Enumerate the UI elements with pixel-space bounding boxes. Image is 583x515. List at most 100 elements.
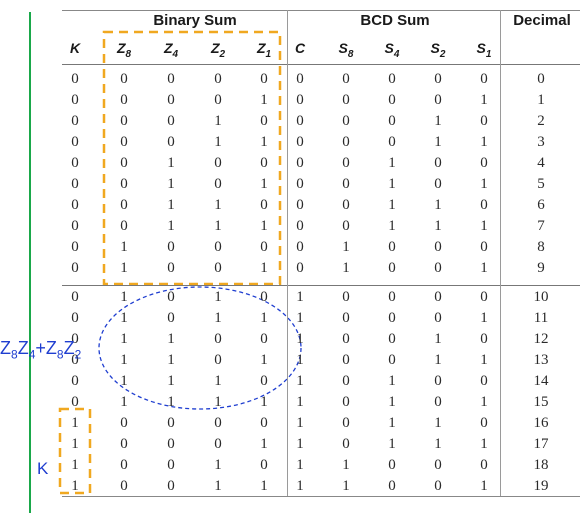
cell-z4: 1 [167, 330, 175, 347]
cell-z1: 1 [260, 477, 268, 494]
cell-z2: 0 [214, 155, 222, 172]
cell-z2: 1 [214, 288, 222, 305]
cell-s4: 0 [388, 309, 396, 326]
cell-z8: 0 [120, 134, 128, 151]
cell-z4: 0 [167, 113, 175, 130]
cell-s8: 0 [342, 113, 350, 130]
cell-decimal: 4 [537, 155, 545, 172]
cell-z4: 0 [167, 288, 175, 305]
cell-c: 1 [296, 330, 304, 347]
cell-s2: 1 [434, 330, 442, 347]
column-header-s2: S2 [430, 40, 446, 60]
column-header-z2: Z2 [210, 40, 226, 60]
cell-s2: 1 [434, 435, 442, 452]
cell-k: 0 [71, 393, 79, 410]
cell-k: 0 [71, 155, 79, 172]
cell-z8: 1 [120, 330, 128, 347]
cell-k: 1 [71, 435, 79, 452]
binary-bcd-divider [287, 10, 288, 496]
cell-z4: 1 [167, 197, 175, 214]
cell-k: 1 [71, 456, 79, 473]
cell-z1: 0 [260, 239, 268, 256]
cell-s8: 0 [342, 372, 350, 389]
cell-s4: 1 [388, 155, 396, 172]
cell-s2: 0 [434, 372, 442, 389]
cell-s4: 0 [388, 330, 396, 347]
cell-s8: 0 [342, 218, 350, 235]
cell-z2: 1 [214, 218, 222, 235]
binary-sum-header: Binary Sum [153, 12, 237, 29]
cell-z8: 1 [120, 351, 128, 368]
cell-c: 1 [296, 477, 304, 494]
cell-k: 0 [71, 197, 79, 214]
cell-decimal: 6 [537, 197, 545, 214]
cell-c: 0 [296, 134, 304, 151]
cell-c: 1 [296, 435, 304, 452]
cell-z1: 0 [260, 288, 268, 305]
cell-c: 0 [296, 176, 304, 193]
cell-s4: 0 [388, 288, 396, 305]
cell-z2: 1 [214, 393, 222, 410]
cell-k: 0 [71, 309, 79, 326]
cell-s2: 0 [434, 260, 442, 277]
cell-z8: 0 [120, 92, 128, 109]
cell-z8: 1 [120, 288, 128, 305]
cell-s1: 1 [480, 260, 488, 277]
cell-s2: 0 [434, 477, 442, 494]
cell-s1: 1 [480, 393, 488, 410]
cell-decimal: 2 [537, 113, 545, 130]
cell-z1: 1 [260, 260, 268, 277]
cell-z1: 0 [260, 155, 268, 172]
cell-decimal: 8 [537, 239, 545, 256]
cell-c: 0 [296, 218, 304, 235]
bottom-rule [62, 496, 580, 497]
cell-s2: 1 [434, 134, 442, 151]
cell-s2: 0 [434, 393, 442, 410]
cell-z2: 1 [214, 372, 222, 389]
cell-z2: 1 [214, 197, 222, 214]
column-header-z1: Z1 [256, 40, 272, 60]
cell-s1: 0 [480, 414, 488, 431]
cell-s8: 0 [342, 393, 350, 410]
cell-s8: 0 [342, 414, 350, 431]
column-header-s1: S1 [476, 40, 492, 60]
cell-z1: 1 [260, 176, 268, 193]
cell-z8: 0 [120, 71, 128, 87]
cell-c: 1 [296, 456, 304, 473]
cell-z1: 1 [260, 218, 268, 235]
cell-s8: 0 [342, 309, 350, 326]
cell-s8: 1 [342, 260, 350, 277]
cell-c: 1 [296, 393, 304, 410]
cell-z1: 0 [260, 414, 268, 431]
column-header-s8: S8 [338, 40, 354, 60]
cell-z8: 1 [120, 239, 128, 256]
cell-c: 1 [296, 288, 304, 305]
cell-c: 1 [296, 372, 304, 389]
cell-z4: 0 [167, 239, 175, 256]
cell-decimal: 1 [537, 92, 545, 109]
cell-s1: 0 [480, 330, 488, 347]
cell-decimal: 18 [533, 456, 549, 473]
cell-z4: 1 [167, 155, 175, 172]
cell-z2: 0 [214, 435, 222, 452]
cell-k: 1 [71, 477, 79, 494]
cell-k: 0 [71, 71, 79, 87]
cell-k: 0 [71, 176, 79, 193]
cell-z8: 0 [120, 197, 128, 214]
cell-decimal: 9 [537, 260, 545, 277]
cell-z2: 1 [214, 134, 222, 151]
cell-z1: 0 [260, 372, 268, 389]
cell-s1: 1 [480, 92, 488, 109]
cell-z2: 0 [214, 351, 222, 368]
cell-z1: 0 [260, 456, 268, 473]
column-header-z8: Z8 [116, 40, 132, 60]
column-header-k: K [69, 40, 81, 56]
cell-z1: 1 [260, 393, 268, 410]
cell-z1: 0 [260, 113, 268, 130]
cell-z8: 1 [120, 372, 128, 389]
cell-k: 0 [71, 288, 79, 305]
cell-z4: 1 [167, 218, 175, 235]
bcd-sum-header: BCD Sum [360, 12, 430, 29]
cell-s4: 0 [388, 134, 396, 151]
